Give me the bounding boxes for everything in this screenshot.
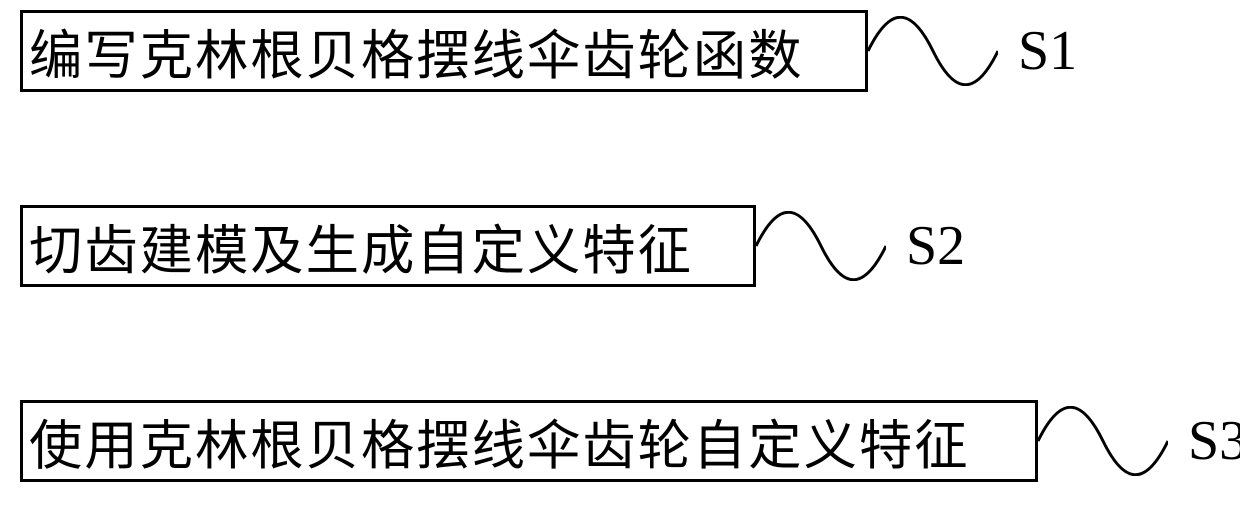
step-s1-connector: [868, 16, 998, 86]
step-s3-connector: [1038, 406, 1168, 476]
step-s2-box: 切齿建模及生成自定义特征: [20, 205, 756, 287]
step-s2-connector: [756, 211, 886, 281]
step-s3-label: S3: [1188, 409, 1240, 473]
step-s3-box: 使用克林根贝格摆线伞齿轮自定义特征: [20, 400, 1038, 482]
step-s3: 使用克林根贝格摆线伞齿轮自定义特征 S3: [20, 400, 1240, 482]
step-s1-text: 编写克林根贝格摆线伞齿轮函数: [29, 13, 804, 90]
step-s2-label: S2: [906, 214, 965, 278]
step-s1: 编写克林根贝格摆线伞齿轮函数 S1: [20, 10, 1077, 92]
step-s2-text: 切齿建模及生成自定义特征: [29, 208, 693, 285]
step-s3-text: 使用克林根贝格摆线伞齿轮自定义特征: [29, 403, 970, 480]
diagram-canvas: 编写克林根贝格摆线伞齿轮函数 S1 切齿建模及生成自定义特征 S2 使用克林根贝…: [0, 0, 1240, 516]
step-s1-label: S1: [1018, 19, 1077, 83]
step-s2: 切齿建模及生成自定义特征 S2: [20, 205, 965, 287]
step-s1-box: 编写克林根贝格摆线伞齿轮函数: [20, 10, 868, 92]
